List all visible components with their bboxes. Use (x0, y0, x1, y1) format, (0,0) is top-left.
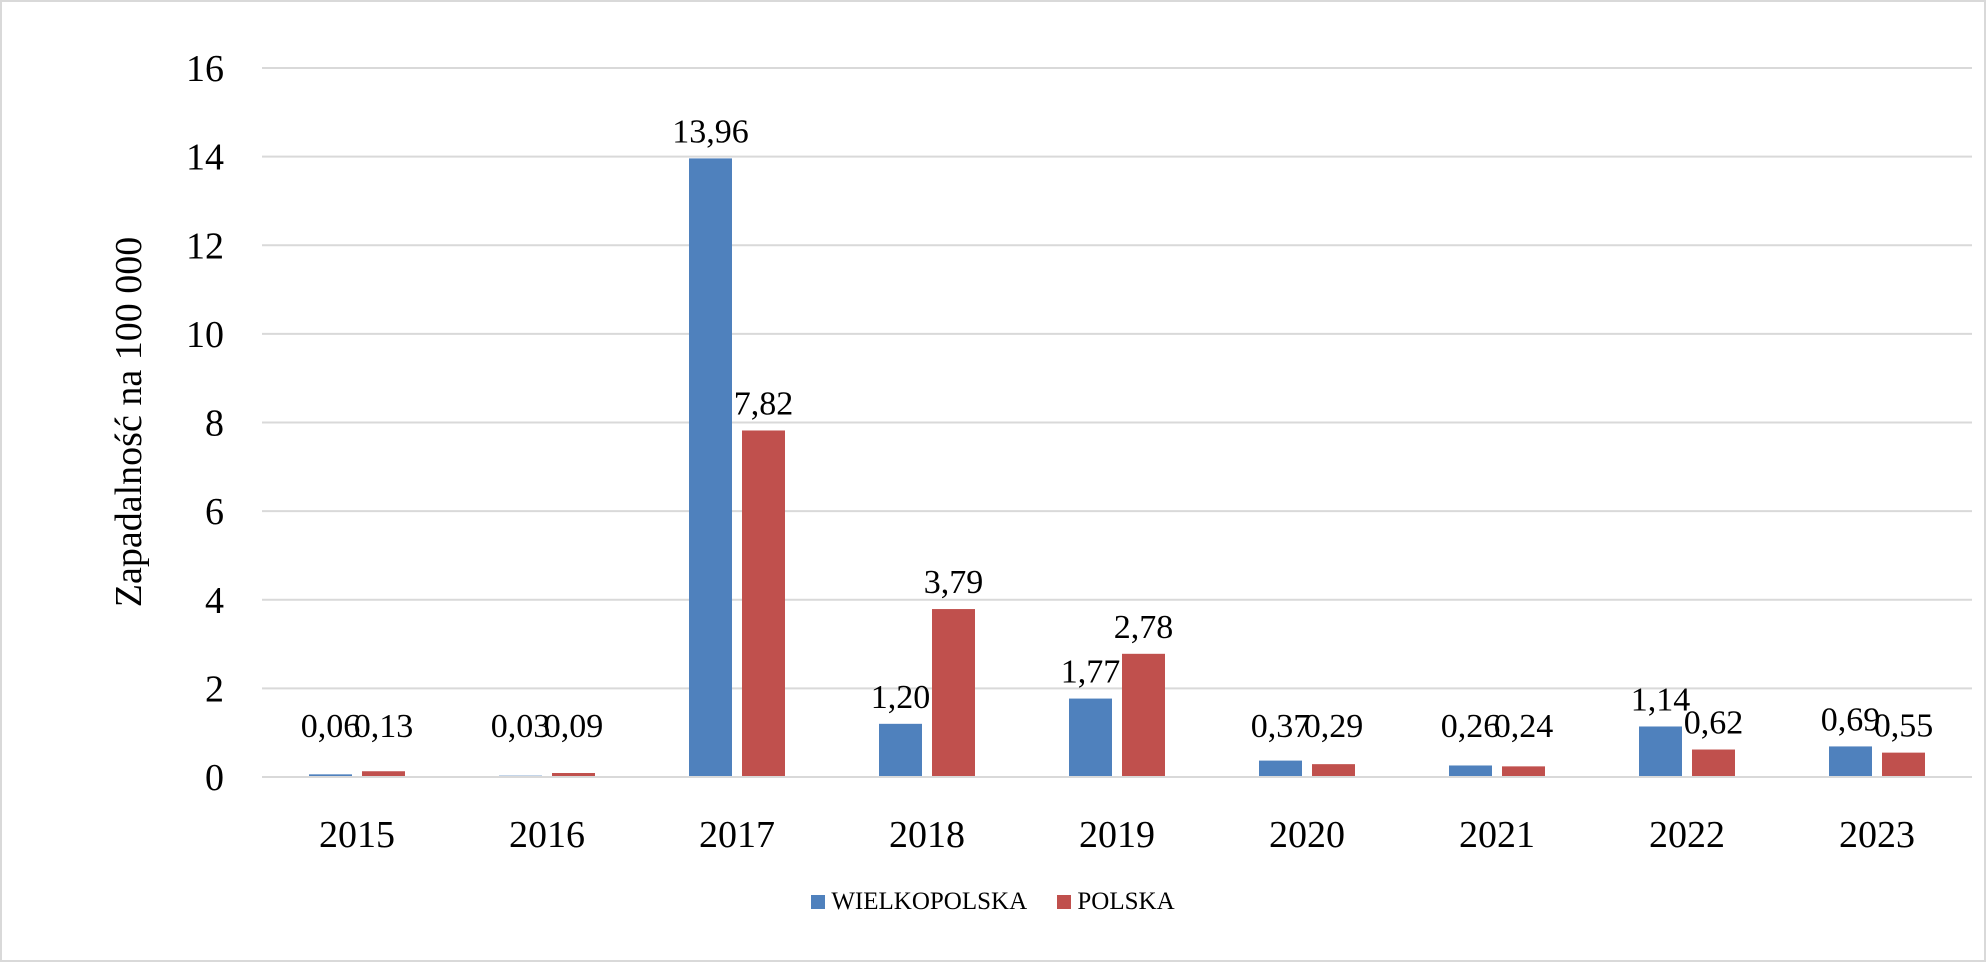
bar-wielkopolska (689, 158, 732, 777)
bar-polska (1882, 752, 1925, 777)
legend-label: WIELKOPOLSKA (831, 888, 1028, 915)
data-label: 13,96 (672, 113, 749, 150)
bar-polska (1502, 766, 1545, 777)
legend: WIELKOPOLSKA POLSKA (2, 888, 1984, 916)
data-label: 0,13 (354, 708, 414, 745)
y-tick-label: 2 (205, 668, 224, 710)
data-label: 0,24 (1494, 708, 1554, 745)
bar-polska (1122, 653, 1165, 777)
x-tick-label: 2020 (1269, 814, 1345, 856)
bar-polska (932, 609, 975, 777)
y-tick-label: 4 (205, 580, 224, 622)
legend-swatch (1057, 895, 1072, 909)
bar-polska (552, 773, 595, 777)
bar-wielkopolska (1829, 746, 1872, 777)
x-tick-label: 2022 (1649, 814, 1725, 856)
y-axis-title: Zapadalność na 100 000 (108, 236, 150, 608)
x-tick-label: 2017 (699, 814, 775, 856)
bar-wielkopolska (1069, 698, 1112, 777)
bar-wielkopolska (1259, 760, 1302, 777)
y-tick-label: 8 (205, 403, 224, 445)
bar-wielkopolska (1449, 765, 1492, 777)
data-label: 1,20 (871, 679, 931, 716)
y-tick-label: 6 (205, 491, 224, 533)
data-label: 0,06 (301, 708, 361, 745)
data-label: 0,26 (1441, 708, 1501, 745)
data-label: 0,03 (491, 708, 551, 745)
bar-wielkopolska (1639, 726, 1682, 777)
data-label: 0,69 (1821, 701, 1881, 738)
y-tick-label: 12 (186, 225, 224, 267)
data-label: 3,79 (924, 564, 984, 601)
legend-label: POLSKA (1077, 888, 1175, 915)
bar-wielkopolska (309, 774, 352, 777)
bar-polska (1312, 764, 1355, 777)
x-tick-label: 2015 (319, 814, 395, 856)
x-tick-label: 2021 (1459, 814, 1535, 856)
bar-polska (1692, 749, 1735, 777)
data-label: 0,09 (544, 708, 604, 745)
data-label: 1,77 (1061, 654, 1121, 691)
bar-polska (362, 771, 405, 777)
y-tick-label: 0 (205, 757, 224, 799)
legend-item-wielkopolska: WIELKOPOLSKA (811, 888, 1027, 916)
data-label: 0,62 (1684, 705, 1744, 742)
data-label: 1,14 (1631, 681, 1691, 718)
data-label: 0,29 (1304, 708, 1364, 745)
data-label: 2,78 (1114, 609, 1174, 646)
x-tick-label: 2018 (889, 814, 965, 856)
legend-item-polska: POLSKA (1057, 888, 1175, 916)
bar-wielkopolska (879, 723, 922, 777)
y-tick-label: 16 (186, 48, 224, 90)
bar-polska (742, 430, 785, 777)
legend-swatch (811, 895, 826, 909)
x-tick-label: 2016 (509, 814, 585, 856)
data-label: 7,82 (734, 385, 794, 422)
x-tick-label: 2023 (1839, 814, 1915, 856)
y-tick-label: 14 (186, 137, 224, 179)
x-tick-label: 2019 (1079, 814, 1155, 856)
data-label: 0,37 (1251, 708, 1311, 745)
data-label: 0,55 (1874, 708, 1934, 745)
y-tick-label: 10 (186, 314, 224, 356)
